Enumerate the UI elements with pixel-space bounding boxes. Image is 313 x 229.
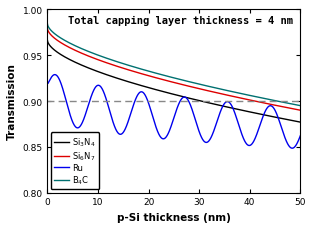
Si$_6$N$_7$ [298,109,302,112]
Si$_6$N$_7$ [148,75,151,78]
Line: Si$_3$N$_4$: Si$_3$N$_4$ [48,41,300,123]
Ru [46,82,49,85]
Si$_3$N$_4$ [46,40,49,43]
Ru [219,109,223,111]
Line: Si$_6$N$_7$: Si$_6$N$_7$ [48,30,300,111]
B$_4$C [71,44,75,47]
Ru [248,144,251,147]
Ru [243,140,247,143]
Line: B$_4$C: B$_4$C [48,25,300,106]
Line: Ru: Ru [48,75,300,149]
Si$_6$N$_7$ [157,78,161,81]
Si$_6$N$_7$ [247,99,251,102]
Si$_6$N$_7$ [46,28,49,31]
B$_4$C [157,73,161,76]
Ru [298,135,302,138]
Si$_3$N$_4$ [219,105,223,108]
Ru [53,74,57,77]
Text: Total capping layer thickness = 4 nm: Total capping layer thickness = 4 nm [68,16,293,26]
B$_4$C [243,93,247,96]
B$_4$C [219,88,223,91]
Ru [148,107,152,109]
Ru [72,123,75,126]
Si$_3$N$_4$ [148,87,151,90]
Si$_3$N$_4$ [71,61,75,63]
B$_4$C [247,95,251,97]
Si$_3$N$_4$ [298,121,302,124]
Legend: Si$_3$N$_4$, Si$_6$N$_7$, Ru, B$_4$C: Si$_3$N$_4$, Si$_6$N$_7$, Ru, B$_4$C [51,133,99,189]
Si$_3$N$_4$ [157,90,161,93]
B$_4$C [148,71,151,74]
Si$_3$N$_4$ [243,110,247,113]
Si$_6$N$_7$ [243,98,247,101]
B$_4$C [298,105,302,108]
Ru [157,134,161,136]
Si$_6$N$_7$ [219,93,223,96]
Si$_3$N$_4$ [247,111,251,114]
X-axis label: p-Si thickness (nm): p-Si thickness (nm) [117,212,231,222]
Si$_6$N$_7$ [71,49,75,52]
B$_4$C [46,24,49,26]
Y-axis label: Transmission: Transmission [7,63,17,140]
Ru [290,147,294,150]
